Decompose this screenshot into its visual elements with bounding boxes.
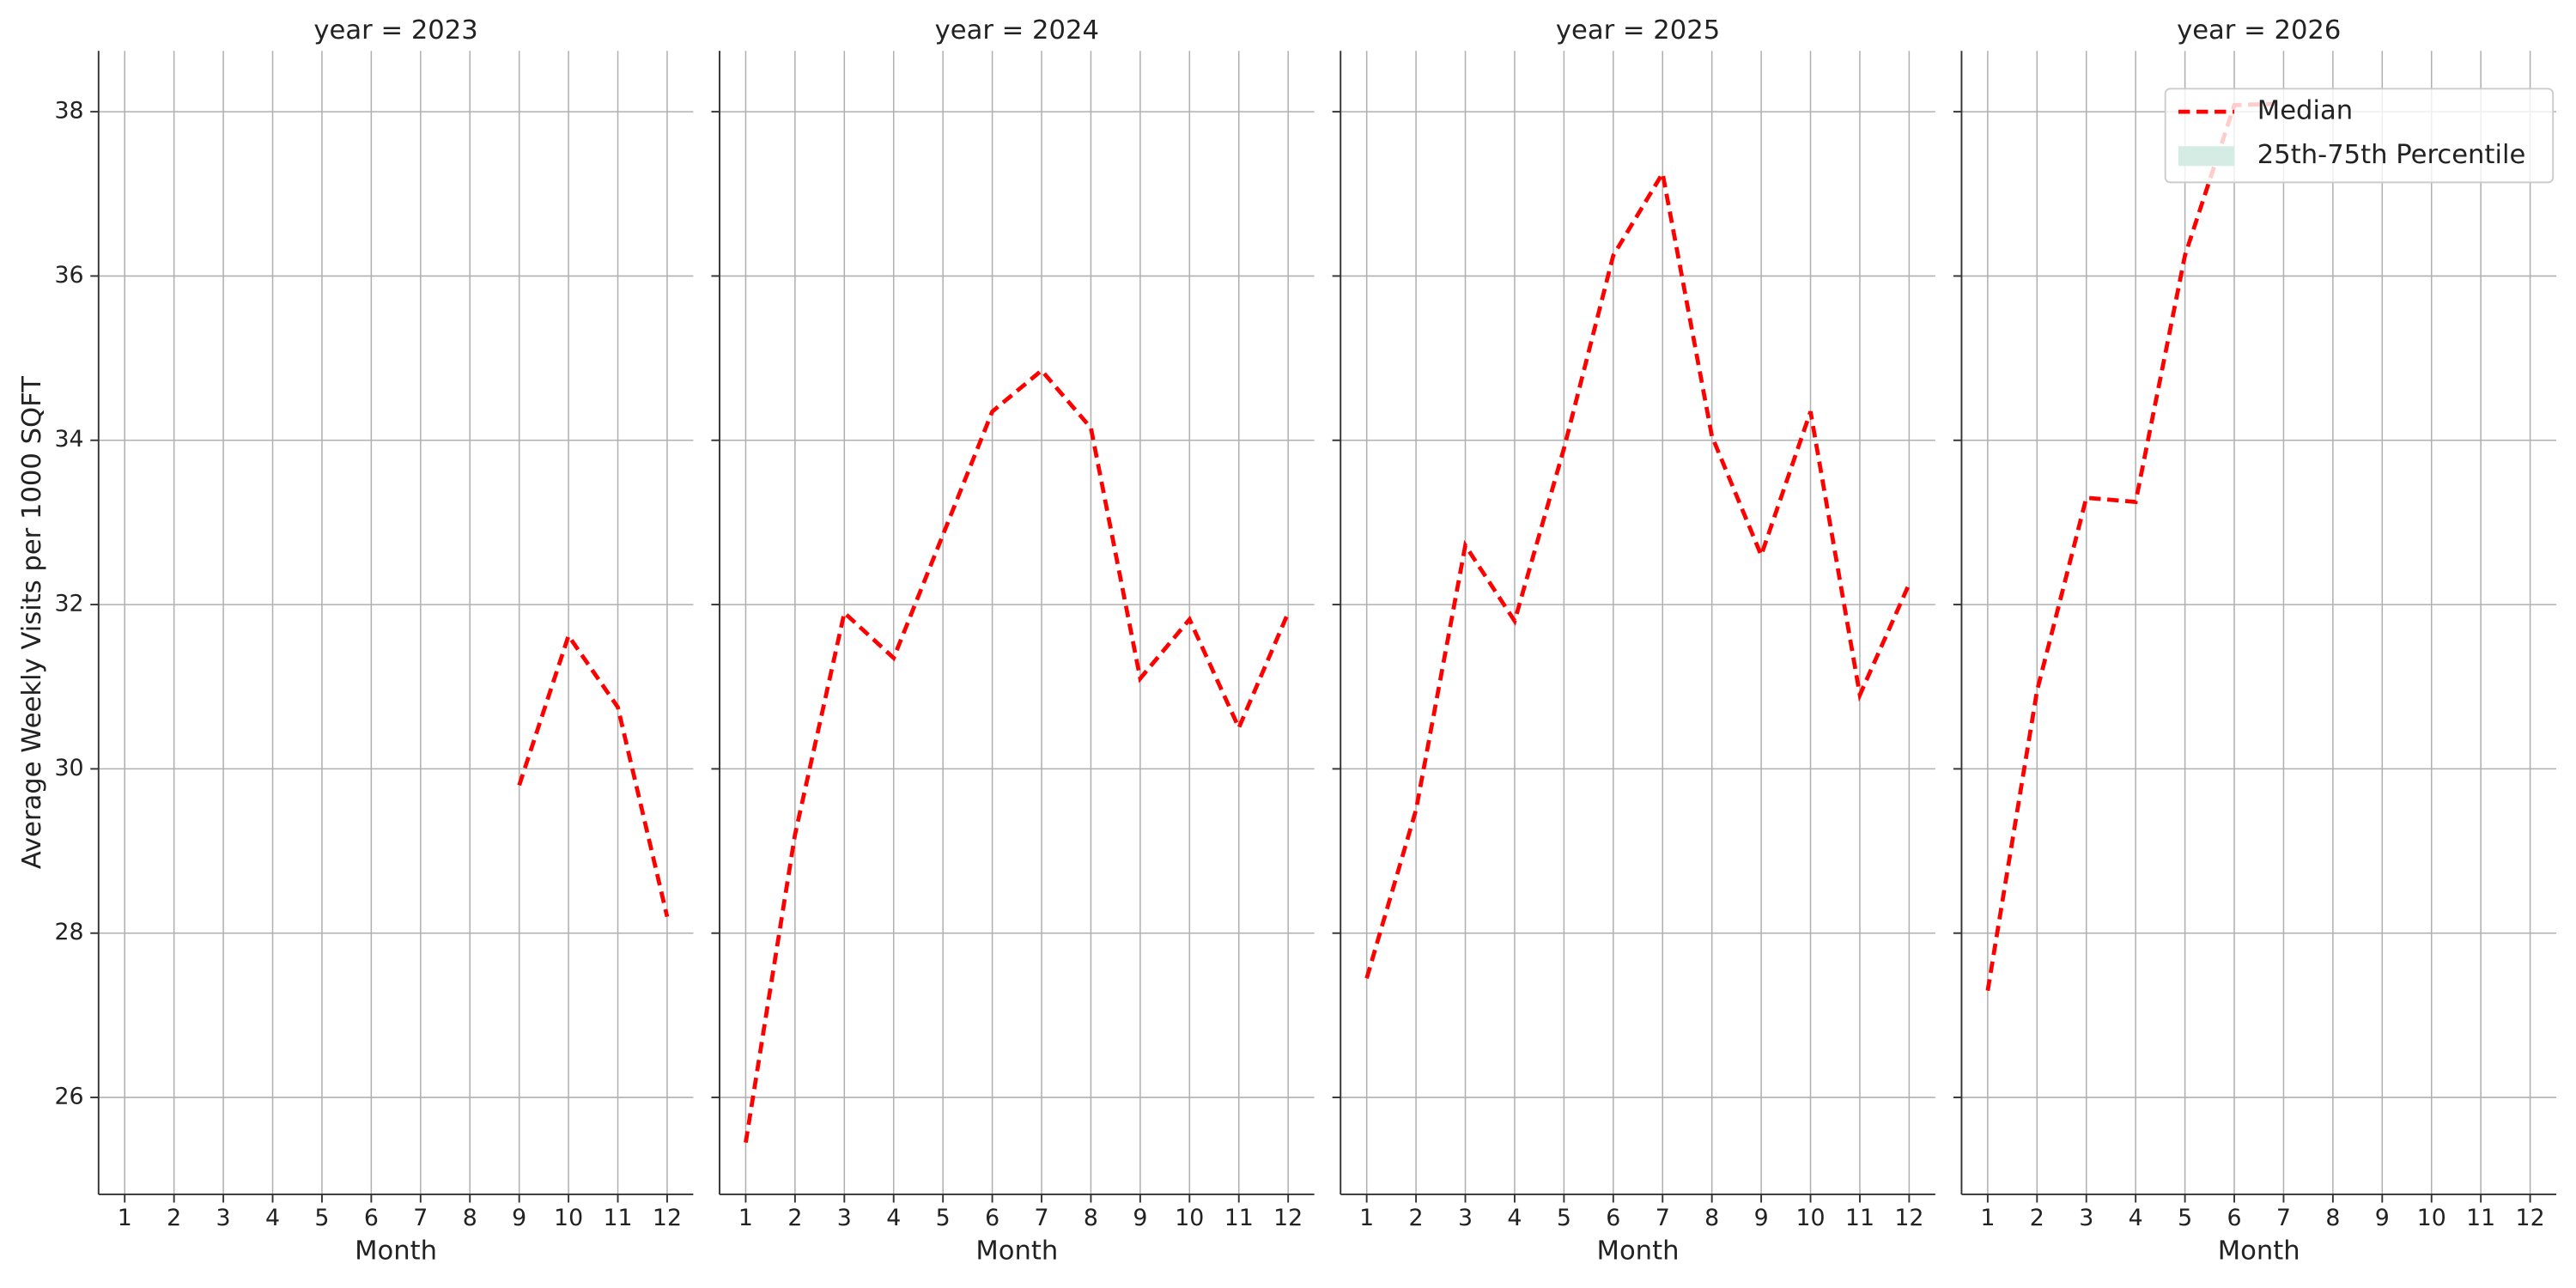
x-tick-label: 4 bbox=[2129, 1205, 2143, 1231]
x-tick-label: 2 bbox=[787, 1205, 802, 1231]
x-tick-label: 11 bbox=[2466, 1205, 2495, 1231]
legend-swatch bbox=[2178, 146, 2235, 167]
x-tick-label: 12 bbox=[1273, 1205, 1303, 1231]
x-tick-label: 11 bbox=[1224, 1205, 1254, 1231]
x-tick-label: 1 bbox=[1980, 1205, 1995, 1231]
median-line bbox=[517, 631, 670, 918]
x-tick-label: 3 bbox=[837, 1205, 852, 1231]
x-tick-label: 10 bbox=[554, 1205, 583, 1231]
x-tick-label: 9 bbox=[1133, 1205, 1147, 1231]
panel-title: year = 2026 bbox=[2177, 15, 2341, 46]
x-tick-label: 7 bbox=[2276, 1205, 2291, 1231]
x-tick-label: 3 bbox=[1458, 1205, 1473, 1231]
x-tick-label: 8 bbox=[1704, 1205, 1719, 1231]
x-tick-label: 5 bbox=[1557, 1205, 1571, 1231]
x-tick-label: 6 bbox=[1606, 1205, 1620, 1231]
x-tick-label: 8 bbox=[463, 1205, 477, 1231]
x-tick-label: 7 bbox=[1035, 1205, 1049, 1231]
x-tick-label: 6 bbox=[2227, 1205, 2242, 1231]
x-tick-label: 6 bbox=[364, 1205, 379, 1231]
x-tick-label: 4 bbox=[886, 1205, 901, 1231]
x-tick-label: 1 bbox=[118, 1205, 132, 1231]
y-tick-label: 32 bbox=[55, 591, 84, 617]
x-tick-label: 2 bbox=[167, 1205, 181, 1231]
x-tick-label: 11 bbox=[1845, 1205, 1874, 1231]
panel-title: year = 2023 bbox=[313, 15, 477, 46]
x-tick-label: 10 bbox=[2417, 1205, 2446, 1231]
legend-box bbox=[2164, 88, 2555, 184]
x-axis-label: Month bbox=[975, 1236, 1058, 1266]
x-tick-label: 4 bbox=[265, 1205, 280, 1231]
x-tick-label: 5 bbox=[314, 1205, 329, 1231]
x-tick-label: 2 bbox=[2030, 1205, 2044, 1231]
legend-label: Median bbox=[2257, 96, 2353, 126]
y-tick-label: 26 bbox=[55, 1084, 84, 1110]
panel-title: year = 2024 bbox=[935, 15, 1099, 46]
x-tick-label: 12 bbox=[1894, 1205, 1923, 1231]
y-tick-label: 28 bbox=[55, 919, 84, 945]
x-tick-label: 1 bbox=[1359, 1205, 1374, 1231]
median-line bbox=[1364, 167, 1911, 980]
panel-title: year = 2025 bbox=[1556, 15, 1720, 46]
x-tick-label: 1 bbox=[738, 1205, 753, 1231]
y-tick-label: 30 bbox=[55, 755, 84, 781]
y-tick-label: 36 bbox=[55, 262, 84, 289]
y-tick-label: 38 bbox=[55, 98, 84, 125]
x-tick-label: 3 bbox=[2079, 1205, 2093, 1231]
x-tick-label: 6 bbox=[985, 1205, 999, 1231]
x-tick-label: 9 bbox=[2375, 1205, 2390, 1231]
x-tick-label: 9 bbox=[512, 1205, 526, 1231]
x-tick-label: 8 bbox=[1084, 1205, 1098, 1231]
x-tick-label: 10 bbox=[1795, 1205, 1825, 1231]
median-line bbox=[744, 368, 1291, 1144]
x-tick-label: 4 bbox=[1507, 1205, 1522, 1231]
x-tick-label: 12 bbox=[2516, 1205, 2545, 1231]
x-tick-label: 7 bbox=[413, 1205, 428, 1231]
x-tick-label: 12 bbox=[653, 1205, 682, 1231]
x-tick-label: 11 bbox=[603, 1205, 632, 1231]
x-axis-label: Month bbox=[1597, 1236, 1680, 1266]
x-tick-label: 5 bbox=[2178, 1205, 2192, 1231]
y-tick-label: 34 bbox=[55, 426, 84, 453]
legend-label: 25th-75th Percentile bbox=[2257, 140, 2526, 170]
x-tick-label: 7 bbox=[1656, 1205, 1670, 1231]
x-axis-label: Month bbox=[2218, 1236, 2300, 1266]
y-axis-label: Average Weekly Visits per 1000 SQFT bbox=[17, 376, 47, 869]
x-tick-label: 10 bbox=[1175, 1205, 1204, 1231]
x-axis-label: Month bbox=[355, 1236, 437, 1266]
x-tick-label: 5 bbox=[936, 1205, 951, 1231]
x-tick-label: 8 bbox=[2325, 1205, 2340, 1231]
x-tick-label: 3 bbox=[216, 1205, 231, 1231]
x-tick-label: 9 bbox=[1754, 1205, 1769, 1231]
x-tick-label: 2 bbox=[1409, 1205, 1424, 1231]
